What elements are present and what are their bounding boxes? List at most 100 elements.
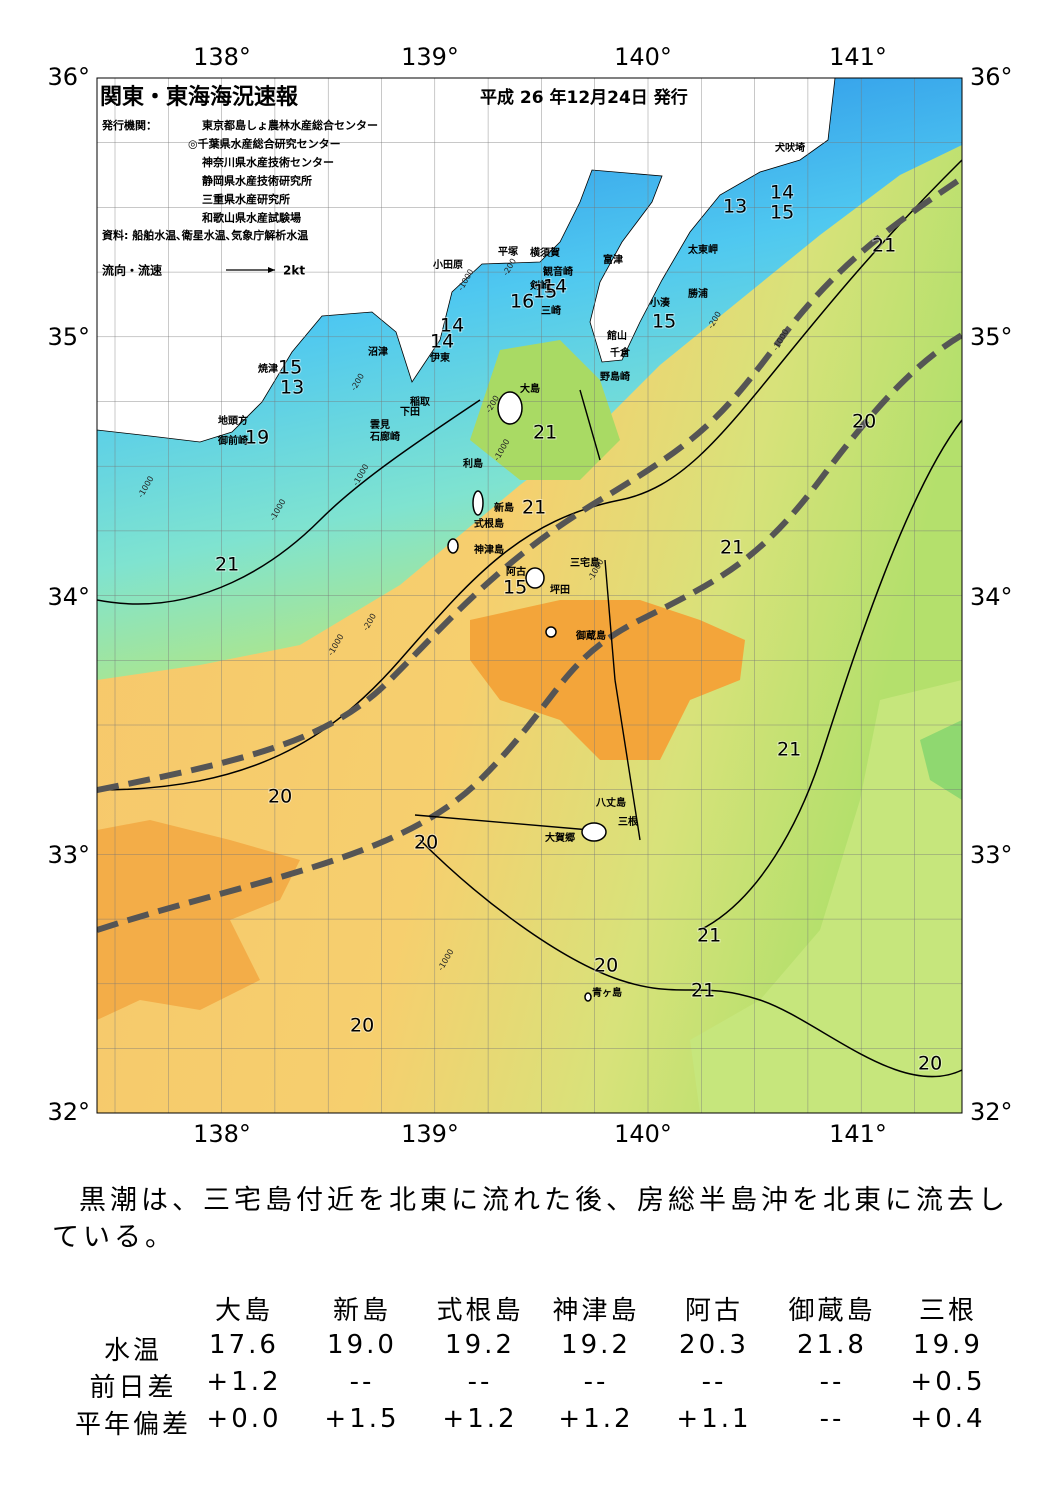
table-cell: -- (701, 1367, 727, 1397)
row-label: 平年偏差 (74, 1410, 192, 1440)
island (525, 567, 545, 589)
place-name: 新島 (494, 501, 514, 514)
summary-text: 黒潮は、三宅島付近を北東に流れた後、房総半島沖を北東に流去している。 (52, 1185, 1009, 1253)
isotherm-label: 15 (533, 281, 557, 303)
place-name: 三宅島 (570, 556, 600, 569)
place-name: 大賀郷 (545, 831, 575, 844)
place-name: 平塚 (498, 245, 518, 258)
isotherm-label: 20 (852, 411, 876, 433)
table-cell: 19.2 (445, 1330, 515, 1360)
lon-label: 138° (193, 1120, 251, 1148)
place-name: 犬吠埼 (775, 141, 805, 154)
place-name: 青ヶ島 (592, 986, 622, 999)
publisher: 東京都島しょ農林水産総合センター (202, 118, 378, 132)
lon-label: 139° (401, 1120, 459, 1148)
publisher: 和歌山県水産試験場 (202, 211, 301, 225)
column-header: 三根 (918, 1296, 978, 1326)
column-header: 大島 (214, 1296, 274, 1326)
lon-label: 140° (614, 43, 672, 71)
place-name: 坪田 (550, 583, 570, 596)
place-name: 神津島 (474, 543, 504, 556)
issue-date: 平成 26 年12月24日 発行 (480, 87, 688, 108)
isotherms (97, 159, 962, 1078)
table-cell: -- (349, 1367, 375, 1397)
column-header: 新島 (332, 1296, 392, 1326)
kuroshio-line (97, 175, 962, 793)
cool-water (920, 720, 962, 800)
table-cell: 19.9 (913, 1330, 983, 1360)
place-name: 剣崎 (529, 279, 550, 292)
lon-label: 141° (829, 1120, 887, 1148)
isotherm-label: 20 (350, 1015, 374, 1037)
table-cell: 19.2 (561, 1330, 631, 1360)
island (497, 391, 523, 425)
place-name: 小田原 (432, 258, 463, 271)
arrow (604, 559, 616, 681)
lon-label: 139° (401, 43, 459, 71)
table-cell: +1.2 (442, 1404, 518, 1434)
publisher: 三重県水産研究所 (202, 192, 290, 206)
cool-water (690, 680, 962, 1113)
arrow (614, 679, 641, 841)
isotherm-label: 19 (245, 427, 269, 449)
island (472, 490, 484, 516)
place-name: 御前崎 (217, 434, 248, 447)
column-header: 阿古 (684, 1296, 744, 1326)
lat-label: 32° (47, 1098, 90, 1126)
isotherm-label: 15 (503, 577, 527, 599)
place-name: 焼津 (258, 362, 278, 375)
isotherm-label: 21 (691, 980, 715, 1002)
island (545, 626, 557, 638)
isotherm (699, 419, 962, 931)
place-name: 館山 (606, 329, 627, 342)
place-name: 下田 (400, 406, 420, 418)
isotherm-label: 14 (430, 331, 454, 353)
table-cell: +1.2 (206, 1367, 282, 1397)
place-name: 大島 (520, 382, 540, 395)
lat-label: 36° (47, 63, 90, 91)
data-source: 資料: 船舶水温､衛星水温､気象庁解析水温 (102, 228, 308, 242)
place-name: 富津 (603, 253, 623, 266)
lat-label: 35° (970, 323, 1013, 351)
column-header: 御蔵島 (788, 1296, 876, 1326)
table-cell: -- (467, 1367, 493, 1397)
isotherm-label: 16 (510, 291, 534, 313)
lat-label: 35° (47, 323, 90, 351)
isotherm-label: 15 (652, 311, 676, 333)
land (97, 78, 836, 443)
place-name: 太東岬 (687, 243, 718, 256)
isotherm-label: 14 (440, 315, 464, 337)
legend-arrowhead (268, 267, 275, 273)
arrow (414, 814, 591, 831)
isotherm-label: 21 (697, 925, 721, 947)
place-name: 御蔵島 (575, 629, 606, 642)
table-cell: -- (819, 1367, 845, 1397)
row-label: 水温 (103, 1336, 163, 1366)
isotherm-label: 15 (770, 202, 794, 224)
lat-label: 34° (970, 583, 1013, 611)
place-name: 石廊崎 (369, 430, 400, 443)
table-cell: +0.0 (206, 1404, 282, 1434)
temperature-table: 大島 新島 式根島 神津島 阿古 御蔵島 三根 水温 17.6 19.0 19.2 19.2 20.3 2… (0, 1290, 1064, 1450)
table-cell: -- (819, 1404, 845, 1434)
warm-water (470, 600, 745, 760)
place-name: 式根島 (474, 517, 504, 530)
kuroshio-line (97, 332, 962, 933)
lat-label: 33° (970, 841, 1013, 869)
place-name: 三崎 (541, 304, 561, 317)
column-header: 式根島 (436, 1296, 524, 1326)
publisher: ◎千葉県水産総合研究センター (188, 137, 341, 151)
column-header: 神津島 (552, 1296, 640, 1326)
isotherm-label: 21 (872, 235, 896, 257)
isotherm-label: 21 (533, 422, 557, 444)
place-name: 観音崎 (543, 265, 573, 278)
isotherm-label: 20 (594, 955, 618, 977)
table-cell: +0.4 (910, 1404, 986, 1434)
publisher: 神奈川県水産技術センター (202, 155, 334, 169)
publisher: 静岡県水産技術研究所 (202, 174, 312, 188)
lat-label: 36° (970, 63, 1013, 91)
map-frame (96, 77, 963, 1114)
publisher-label: 発行機関： (101, 118, 157, 132)
